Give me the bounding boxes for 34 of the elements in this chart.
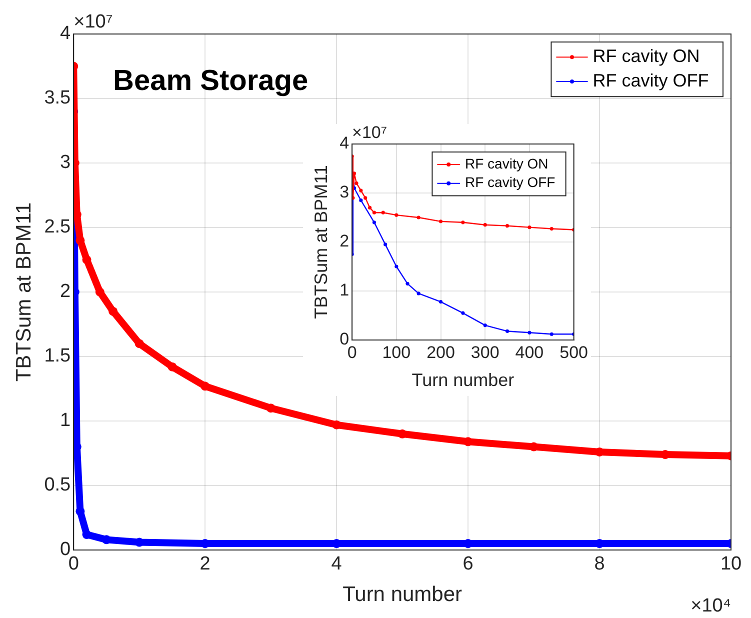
x-axis-title: Turn number xyxy=(342,583,462,606)
legend-label: RF cavity ON xyxy=(592,46,700,66)
y-axis-title: TBTSum at BPM11 xyxy=(12,202,36,382)
legend-label: RF cavity ON xyxy=(464,155,548,172)
text: ×10⁷ xyxy=(74,12,113,33)
y-axis-title: TBTSum at BPM11 xyxy=(310,165,331,319)
y-tick-label: 3 xyxy=(60,152,71,174)
x-tick-label: 10 xyxy=(720,554,742,575)
y-tick-label: 2 xyxy=(60,281,71,302)
x-tick-label: 500 xyxy=(560,342,588,362)
y-tick-label: 1 xyxy=(60,410,71,432)
y-tick-label: 2 xyxy=(340,232,350,251)
x-axis-title: Turn number xyxy=(412,370,514,390)
legend-label: RF cavity OFF xyxy=(464,174,556,190)
x-tick-label: 100 xyxy=(382,342,411,362)
y-tick-label: 2.5 xyxy=(44,216,71,238)
y-tick-label: 1.5 xyxy=(44,346,71,367)
y-tick-label: 4 xyxy=(340,134,350,153)
y-tick-label: 0.5 xyxy=(44,474,71,496)
x-tick-label: 200 xyxy=(426,342,455,362)
y-tick-label: 3.5 xyxy=(44,88,71,109)
y-tick-label: 4 xyxy=(60,23,72,44)
legend-label: RF cavity OFF xyxy=(592,70,709,90)
x-tick-label: 6 xyxy=(462,554,474,575)
annotation: ×10⁷ xyxy=(352,123,388,142)
x-tick-label: 2 xyxy=(200,554,210,575)
x-tick-label: 300 xyxy=(470,342,500,362)
y-tick-label: 0 xyxy=(340,330,350,349)
text: ×10⁴ xyxy=(690,596,731,617)
y-tick-label: 1 xyxy=(340,280,350,300)
x-tick-label: 8 xyxy=(594,554,605,575)
text: Beam Storage xyxy=(113,65,308,97)
x-tick-label: 400 xyxy=(515,342,544,362)
y-tick-label: 3 xyxy=(340,182,350,202)
